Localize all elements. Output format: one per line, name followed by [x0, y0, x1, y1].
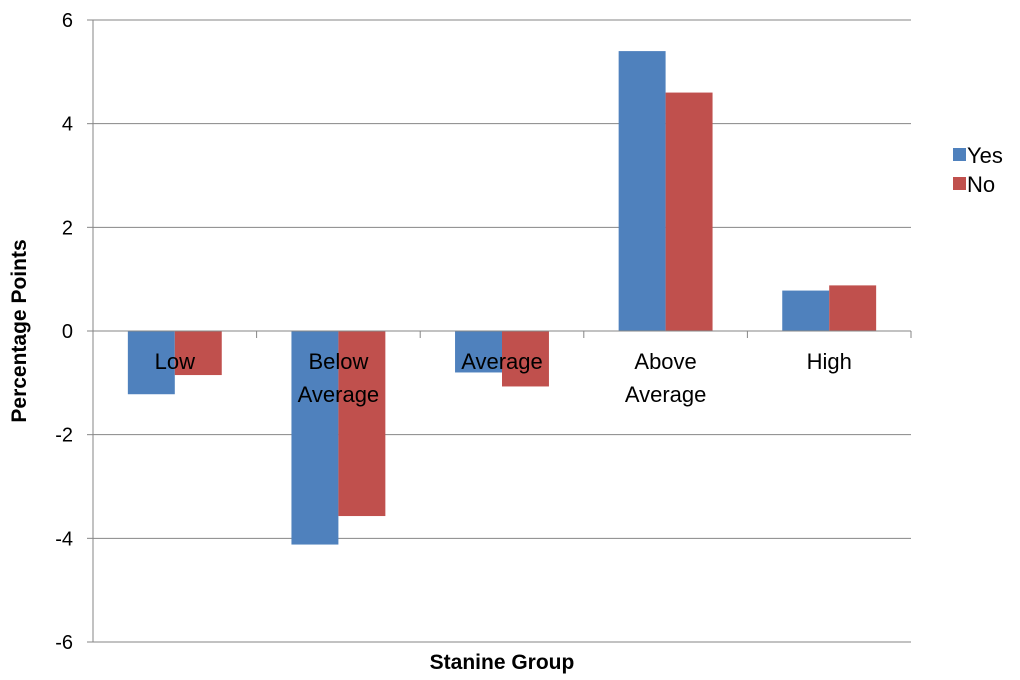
legend-swatch-yes [953, 148, 966, 161]
bar-no [665, 92, 713, 331]
category-label: Below Average [298, 349, 380, 407]
bar-no [829, 285, 877, 331]
legend-label-no: No [967, 172, 995, 197]
x-axis-title: Stanine Group [430, 651, 575, 674]
bars [127, 51, 877, 545]
category-label: Average [461, 349, 543, 374]
y-tick-label: 4 [62, 114, 73, 136]
y-tick-label: -6 [55, 632, 73, 654]
y-axis-title: Percentage Points [8, 239, 31, 422]
y-tick-label: -4 [55, 528, 73, 550]
bar-no [338, 331, 386, 517]
axes [87, 19, 912, 643]
bar-yes [618, 51, 666, 331]
bar-yes [455, 331, 502, 373]
bar-yes [291, 331, 339, 545]
labels: -6 -4 -2 0 2 4 6 Low Below Average Average Above Ave… [55, 10, 852, 654]
y-tick-label: -2 [55, 425, 73, 447]
y-tick-label: 6 [62, 10, 73, 32]
category-label: High [807, 349, 852, 374]
legend-swatch-no [953, 177, 966, 190]
bar-yes [127, 331, 175, 395]
legend-label-yes: Yes [967, 143, 1003, 168]
category-label: Low [155, 349, 195, 374]
bar-no [502, 331, 549, 387]
legend: Yes No [953, 143, 1003, 197]
y-tick-label: 2 [62, 217, 73, 239]
bar-no [174, 331, 222, 376]
bar-yes [782, 290, 830, 331]
y-tick-label: 0 [62, 321, 73, 343]
gridlines [93, 19, 911, 643]
category-label: Above Average [625, 349, 707, 407]
